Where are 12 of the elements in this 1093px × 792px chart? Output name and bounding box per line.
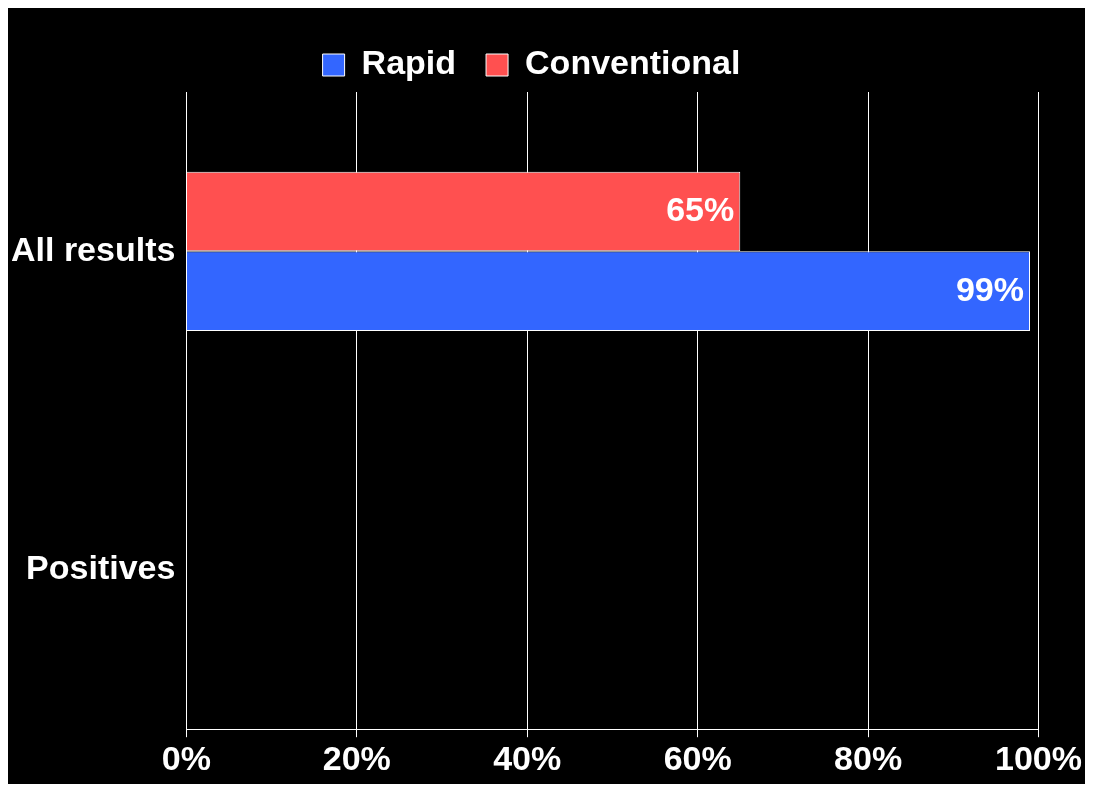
- x-tick-label: 60%: [663, 738, 732, 777]
- y-tick-label: Positives: [26, 548, 176, 587]
- x-tick-label: 0%: [161, 738, 211, 777]
- data-label: 65%: [666, 189, 735, 228]
- x-tick-label: 100%: [995, 738, 1082, 777]
- x-tick-label: 20%: [322, 738, 391, 777]
- legend-label: Rapid: [361, 43, 457, 82]
- legend-label: Conventional: [525, 43, 741, 82]
- y-tick-label: All results: [11, 229, 176, 268]
- x-tick-label: 40%: [493, 738, 562, 777]
- data-label: 99%: [955, 269, 1024, 308]
- x-tick-label: 80%: [834, 738, 903, 777]
